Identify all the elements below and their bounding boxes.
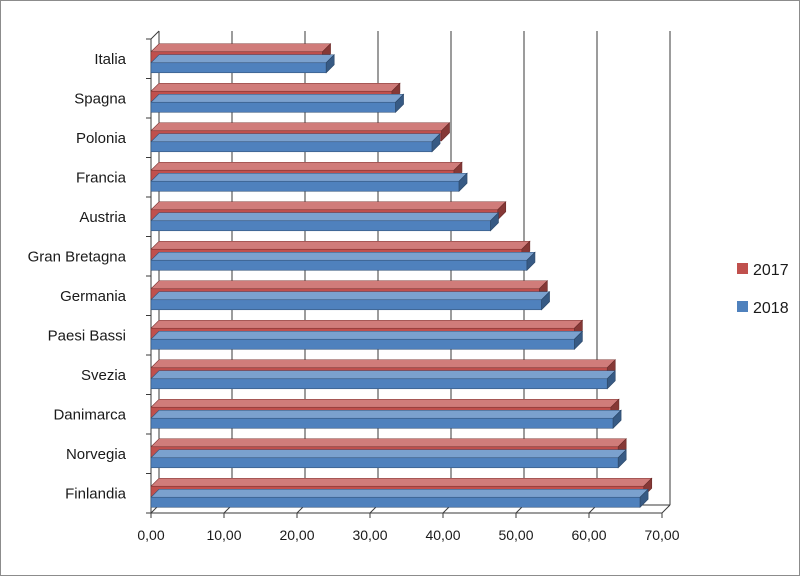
bar-top-face — [150, 398, 620, 408]
x-tick-label: 70,00 — [644, 527, 679, 543]
bar-front-face — [150, 141, 433, 153]
bar-top-face — [150, 212, 500, 222]
bar-front-face — [150, 101, 396, 113]
bar-top-face — [150, 54, 335, 64]
bar-front-face — [150, 457, 619, 469]
category-label: Italia — [94, 51, 126, 68]
bar-top-face — [150, 133, 441, 143]
wall-edge — [150, 30, 160, 40]
bar-front-face — [150, 378, 608, 390]
bar-end-face — [431, 133, 441, 153]
bar-top-face — [150, 477, 653, 487]
category-label: Austria — [79, 209, 126, 226]
category-label: Svezia — [81, 367, 127, 384]
x-tick-label: 30,00 — [352, 527, 387, 543]
category-label: Finlandia — [65, 485, 127, 502]
category-label: Danimarca — [53, 406, 126, 423]
bar-2018-austria — [150, 212, 500, 232]
category-label: Germania — [60, 288, 127, 305]
x-tick-label: 0,00 — [137, 527, 164, 543]
bar-end-face — [526, 251, 536, 271]
bar-front-face — [150, 338, 575, 350]
category-labels: Italia Spagna Polonia Francia Austria Gran Br… — [28, 51, 127, 503]
x-tick-labels: 0,00 10,00 20,00 30,00 40,00 50,00 60,00 70,00 — [137, 527, 679, 543]
category-label: Francia — [76, 169, 127, 186]
category-label: Spagna — [74, 90, 126, 107]
bar-front-face — [150, 299, 542, 311]
bar-top-face — [150, 330, 584, 340]
bar-top-face — [150, 291, 551, 301]
bar-top-face — [150, 43, 332, 53]
bar-top-face — [150, 161, 463, 171]
bar-end-face — [490, 212, 499, 232]
legend-swatch — [737, 263, 748, 274]
bar-end-face — [325, 54, 335, 74]
bar-top-face — [150, 280, 549, 290]
bar-2018-paesi-bassi — [150, 330, 584, 350]
x-tick-label: 60,00 — [571, 527, 606, 543]
legend: 2017 2018 — [737, 262, 789, 317]
bar-top-face — [150, 438, 627, 448]
bar-top-face — [150, 409, 622, 419]
bar-end-face — [458, 172, 468, 192]
x-tick-label: 40,00 — [425, 527, 460, 543]
bar-front-face — [150, 62, 327, 74]
bar-end-face — [612, 409, 622, 429]
x-tick-label: 10,00 — [206, 527, 241, 543]
legend-swatch — [737, 301, 748, 312]
x-tick-label: 50,00 — [498, 527, 533, 543]
x-tick-label: 20,00 — [279, 527, 314, 543]
bar-2018-germania — [150, 291, 551, 311]
bar-top-face — [150, 251, 536, 261]
bar-top-face — [150, 319, 584, 329]
bar-top-face — [150, 359, 616, 369]
bar-2018-italia — [150, 54, 335, 74]
bar-2018-polonia — [150, 133, 441, 153]
bar-2018-finlandia — [150, 488, 649, 508]
bar-front-face — [150, 417, 614, 429]
bar-2018-danimarca — [150, 409, 622, 429]
bar-top-face — [150, 122, 451, 132]
bars — [150, 43, 653, 508]
bar-end-face — [617, 449, 627, 469]
bar-top-face — [150, 488, 649, 498]
bar-top-face — [150, 370, 616, 380]
bar-top-face — [150, 93, 405, 103]
bar-2018-svezia — [150, 370, 616, 390]
bar-top-face — [150, 82, 401, 92]
category-label: Norvegia — [66, 446, 127, 463]
bar-2018-spagna — [150, 93, 405, 113]
floor-gridline — [661, 504, 671, 514]
bar-2018-norvegia — [150, 449, 627, 469]
category-label: Gran Bretagna — [28, 248, 127, 265]
category-label: Paesi Bassi — [48, 327, 126, 344]
bar-front-face — [150, 180, 460, 192]
bar-end-face — [441, 122, 450, 142]
bar-end-face — [541, 291, 550, 311]
bar-front-face — [150, 496, 641, 508]
bar-front-face — [150, 220, 491, 232]
bar-end-face — [606, 370, 616, 390]
legend-label: 2018 — [753, 300, 789, 317]
bar-top-face — [150, 172, 468, 182]
bar-2018-francia — [150, 172, 468, 192]
bar-2018-gran-bretagna — [150, 251, 536, 271]
bar-end-face — [639, 488, 649, 508]
bar-top-face — [150, 449, 627, 459]
bar-end-face — [395, 93, 404, 113]
legend-label: 2017 — [753, 262, 789, 279]
bar-top-face — [150, 201, 507, 211]
bar-top-face — [150, 240, 531, 250]
bar-end-face — [574, 330, 583, 350]
category-label: Polonia — [76, 130, 127, 147]
bar-front-face — [150, 259, 528, 271]
